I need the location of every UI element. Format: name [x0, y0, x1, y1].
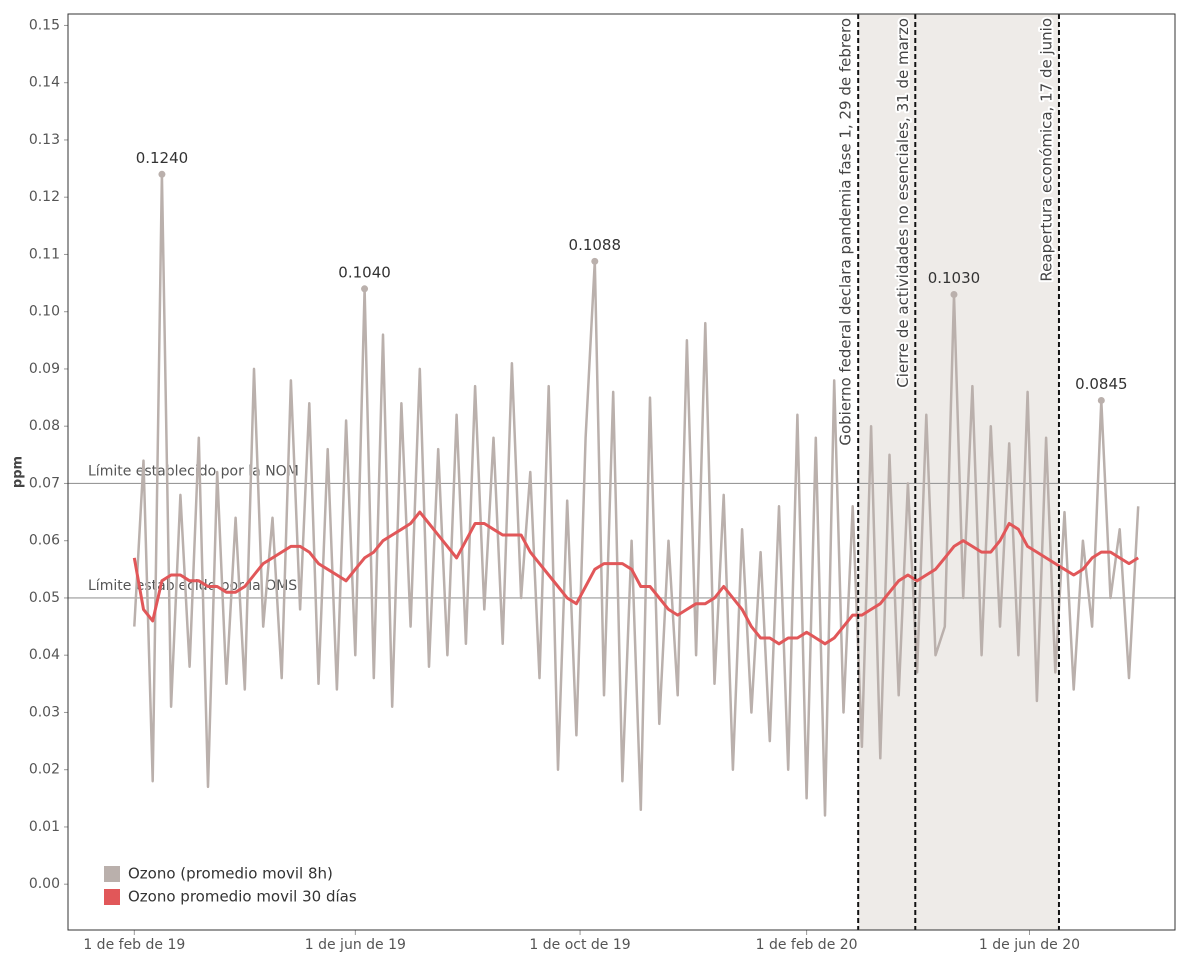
- y-tick-label: 0.00: [29, 876, 60, 892]
- peak-marker: [1097, 396, 1105, 404]
- legend-swatch: [104, 866, 120, 882]
- peak-marker: [591, 257, 599, 265]
- y-tick-label: 0.13: [29, 132, 60, 148]
- x-tick-label: 1 de oct de 19: [529, 937, 630, 953]
- event-label: Reapertura económica, 17 de junio: [1037, 18, 1055, 282]
- data-label: 0.1030: [928, 269, 981, 287]
- legend-label: Ozono (promedio movil 8h): [128, 865, 333, 883]
- x-tick-label: 1 de feb de 19: [83, 937, 185, 953]
- y-tick-label: 0.12: [29, 189, 60, 205]
- y-tick-label: 0.01: [29, 819, 60, 835]
- legend-swatch: [104, 889, 120, 905]
- y-tick-label: 0.09: [29, 361, 60, 377]
- y-tick-label: 0.10: [29, 304, 60, 320]
- reference-label: Límite establecido por la NOM: [88, 463, 299, 479]
- series-line: [132, 510, 1139, 646]
- peak-marker: [361, 285, 369, 293]
- data-label: 0.1040: [338, 263, 391, 281]
- x-tick-label: 1 de jun de 20: [979, 937, 1080, 953]
- event-label: Cierre de actividades no esenciales, 31 …: [894, 18, 912, 388]
- y-axis-label: ppm: [11, 456, 26, 488]
- series-line: [133, 173, 1140, 817]
- data-label: 0.1088: [569, 236, 622, 254]
- y-tick-label: 0.08: [29, 418, 60, 434]
- y-tick-label: 0.15: [29, 17, 60, 33]
- data-label: 0.0845: [1075, 375, 1128, 393]
- legend-label: Ozono promedio movil 30 días: [128, 888, 357, 906]
- y-tick-label: 0.14: [29, 75, 60, 91]
- y-tick-label: 0.03: [29, 704, 60, 720]
- event-label: Gobierno federal declara pandemia fase 1…: [837, 18, 855, 446]
- x-tick-label: 1 de feb de 20: [756, 937, 858, 953]
- y-tick-label: 0.06: [29, 533, 60, 549]
- y-tick-label: 0.02: [29, 762, 60, 778]
- y-tick-label: 0.05: [29, 590, 60, 606]
- peak-marker: [950, 291, 958, 299]
- data-label: 0.1240: [136, 149, 189, 167]
- peak-marker: [158, 170, 166, 178]
- y-tick-label: 0.07: [29, 475, 60, 491]
- y-tick-label: 0.04: [29, 647, 60, 663]
- y-tick-label: 0.11: [29, 246, 60, 262]
- plot-frame: [67, 13, 1176, 931]
- x-tick-label: 1 de jun de 19: [305, 937, 406, 953]
